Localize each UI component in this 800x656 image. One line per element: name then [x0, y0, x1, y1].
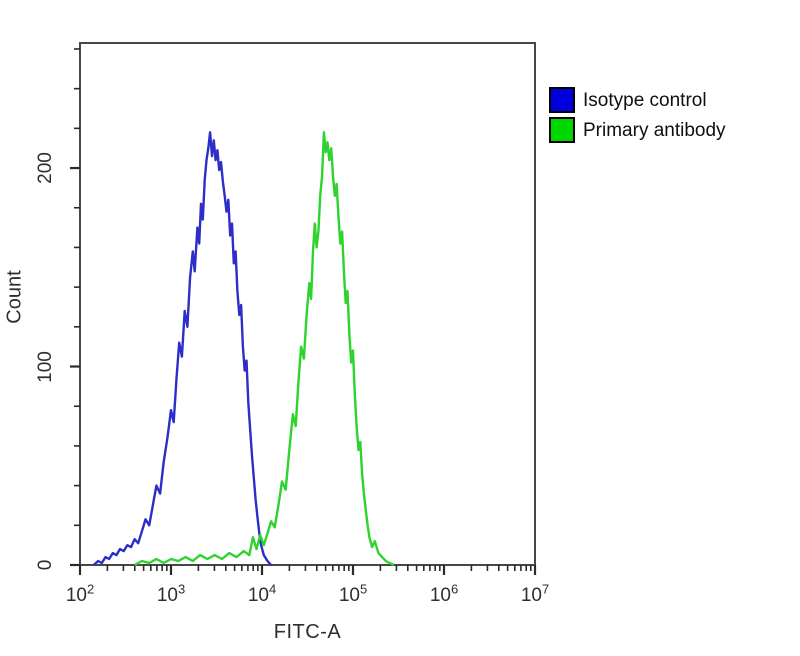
x-tick-label: 107: [520, 581, 550, 606]
x-tick-label: 106: [429, 581, 459, 606]
x-tick-label: 102: [65, 581, 95, 606]
x-tick-label: 103: [156, 581, 186, 606]
legend-label-primary-antibody: Primary antibody: [583, 119, 726, 141]
legend-item-primary-antibody: Primary antibody: [549, 115, 726, 145]
series-curve-primary-antibody: [134, 131, 395, 567]
legend-item-isotype-control: Isotype control: [549, 85, 726, 115]
legend-swatch-primary-antibody: [549, 117, 575, 143]
y-tick-label: 0: [35, 559, 56, 571]
legend-swatch-isotype-control: [549, 87, 575, 113]
y-tick-label: 200: [35, 152, 56, 184]
legend: Isotype control Primary antibody: [549, 85, 726, 145]
x-tick-label: 105: [338, 581, 368, 606]
plot-frame: [79, 42, 536, 566]
series-curve-isotype-control: [92, 131, 272, 566]
x-axis-label: FITC-A: [273, 621, 342, 643]
y-axis-label: Count: [3, 270, 26, 324]
x-tick-label: 104: [247, 581, 277, 606]
y-tick-label: 100: [35, 350, 56, 383]
legend-label-isotype-control: Isotype control: [583, 89, 707, 111]
